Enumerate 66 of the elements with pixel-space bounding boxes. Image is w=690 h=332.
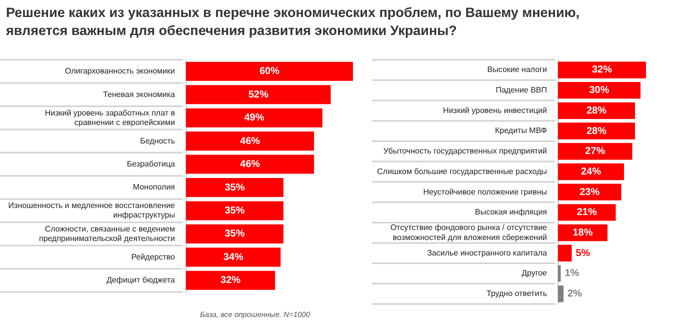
bar xyxy=(558,163,624,180)
y-tick-label: Другое xyxy=(522,268,548,278)
data-label: 2% xyxy=(568,288,582,300)
y-tick-label: Низкий уровень инвестиций xyxy=(443,106,547,115)
data-label: 27% xyxy=(585,146,606,158)
bar xyxy=(186,201,284,220)
data-label: 24% xyxy=(580,166,602,178)
bar xyxy=(186,248,281,267)
bar xyxy=(186,154,314,174)
data-label: 34% xyxy=(223,252,244,263)
y-tick-label: Сложности, связанные с ведением предпринимательской деятельности xyxy=(39,224,175,243)
data-label: 28% xyxy=(586,105,607,116)
bar xyxy=(558,82,640,99)
y-tick-label: Кредиты МВФ xyxy=(495,126,547,136)
y-tick-label: Слишком большие государственные расходы xyxy=(377,166,548,176)
y-tick-label: Олигархованность экономики xyxy=(64,66,175,76)
y-tick-label: Высокая инфляция xyxy=(475,208,547,217)
y-tick-label: Бедность xyxy=(140,136,175,146)
data-label: 5% xyxy=(576,248,590,259)
y-tick-label: Падение ВВП xyxy=(496,86,548,95)
bar xyxy=(558,143,632,160)
y-tick-label: Изношенность и медленное восстановление инфраструктуры xyxy=(8,201,176,220)
data-label: 46% xyxy=(240,136,260,147)
y-tick-label: Неустойчивое положение гривны xyxy=(423,187,548,196)
bar xyxy=(558,122,635,140)
y-tick-label: Низкий уровень заработных плат в сравнении с европейскими xyxy=(44,108,175,127)
data-label: 23% xyxy=(580,186,600,198)
y-tick-label: Отсутствие фондового рынка / отсутствие возможностей для вложения сбережений xyxy=(390,223,548,242)
data-label: 35% xyxy=(224,205,245,216)
bar xyxy=(186,178,284,198)
bar xyxy=(186,85,331,104)
y-tick-label: Дефицит бюджета xyxy=(106,276,176,285)
data-label: 46% xyxy=(240,159,260,170)
bar xyxy=(186,270,276,290)
data-label: 49% xyxy=(244,112,264,124)
bar xyxy=(558,265,561,282)
data-label: 32% xyxy=(592,64,612,76)
bar xyxy=(558,244,572,262)
bar xyxy=(558,102,635,120)
data-label: 18% xyxy=(572,228,593,239)
y-tick-label: Рейдерство xyxy=(131,252,176,262)
y-tick-label: Трудно ответить xyxy=(486,289,547,298)
data-label: 60% xyxy=(259,66,280,78)
bar xyxy=(186,62,353,81)
data-label: 32% xyxy=(220,275,241,286)
bar xyxy=(558,184,622,200)
data-label: 21% xyxy=(576,207,597,218)
y-tick-label: Монополия xyxy=(132,182,175,192)
bar xyxy=(186,132,314,151)
data-label: 35% xyxy=(224,228,245,240)
y-tick-label: Безработица xyxy=(126,159,176,168)
data-label: 28% xyxy=(586,126,607,137)
bar xyxy=(186,224,284,244)
y-tick-label: Высокие налоги xyxy=(487,65,547,74)
chart-title: Решение каких из указанных в перечне экономических проблем, по Вашему мнению, является важным для обеспечения развития экономики Украины? xyxy=(6,4,581,40)
y-tick-label: Теневая экономика xyxy=(103,90,176,99)
data-label: 30% xyxy=(589,85,610,96)
y-tick-label: Засилье иностранного капитала xyxy=(427,248,548,258)
bar xyxy=(186,108,322,128)
bar xyxy=(558,285,564,302)
data-label: 1% xyxy=(564,268,580,280)
data-label: 52% xyxy=(248,89,268,100)
y-tick-label: Убыточность государственных предприятий xyxy=(383,146,547,156)
data-label: 35% xyxy=(224,182,245,194)
bar xyxy=(558,204,616,221)
bar xyxy=(558,62,646,78)
